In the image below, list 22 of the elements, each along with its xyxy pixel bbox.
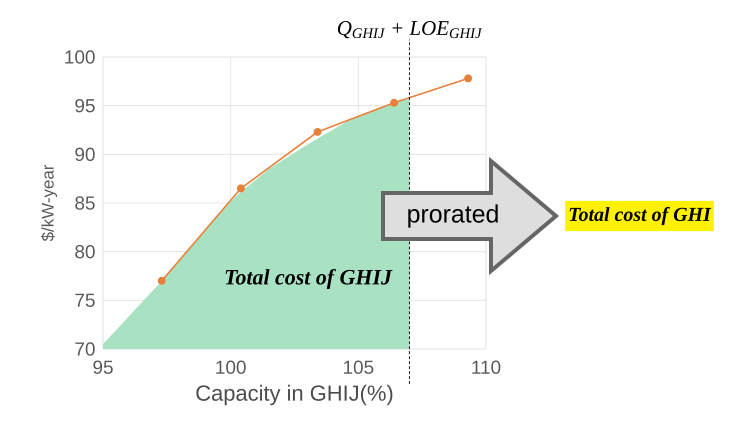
- point: [236, 184, 245, 192]
- text: Total cost of GHI: [570, 206, 712, 226]
- x-tick-label: 110: [472, 360, 500, 374]
- y-tick-label: 75: [75, 294, 95, 307]
- x-axis-title: Capacity in GHIJ(%): [196, 384, 392, 406]
- annotation: Total cost of GHIJ: [226, 268, 392, 290]
- y-tick-label: 85: [75, 196, 95, 210]
- point: [314, 128, 322, 136]
- x-tick-label: 100: [216, 360, 246, 374]
- x-tick-label: 95: [93, 360, 113, 374]
- y-tick-label: 80: [75, 244, 95, 258]
- point: [464, 74, 472, 82]
- ref-line-label: Q$_{GHIJ}$ + LOE$_{GHIJ}$: [338, 21, 482, 38]
- y-tick-label: 70: [75, 342, 95, 356]
- y-tick-label: 100: [65, 50, 95, 64]
- y-axis-title: $/kW-year: [41, 164, 58, 242]
- point: [158, 276, 166, 285]
- y-tick-label: 95: [75, 98, 95, 112]
- x-tick-label: 105: [344, 360, 374, 374]
- point: [390, 98, 398, 107]
- y-tick-label: 90: [75, 148, 95, 162]
- annotation: prorated: [408, 204, 498, 228]
